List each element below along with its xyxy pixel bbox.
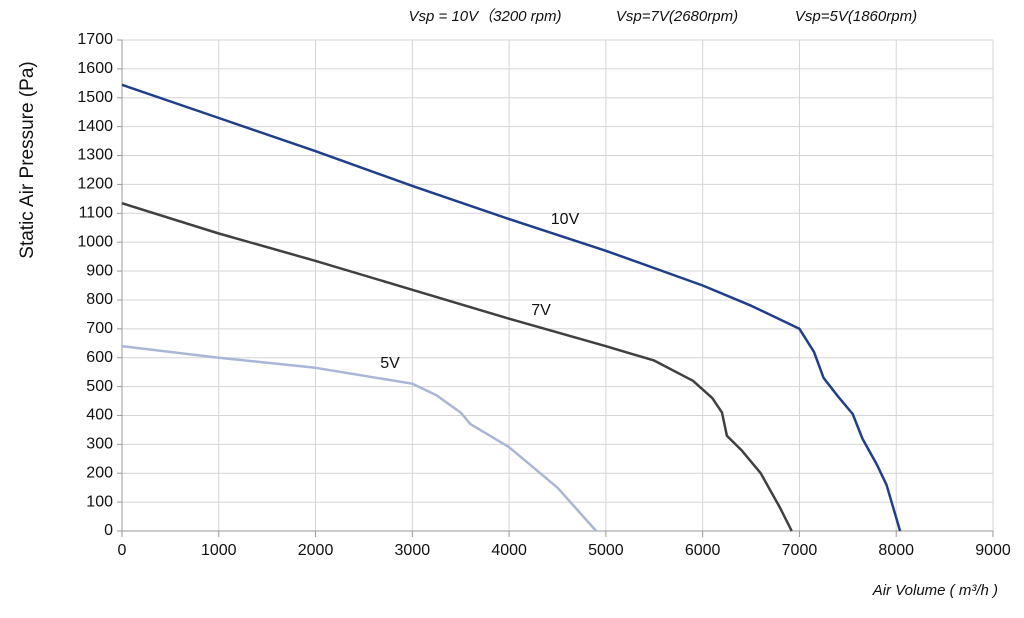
x-tick-label: 4000 (491, 542, 527, 559)
y-tick-label: 800 (86, 291, 113, 308)
series-line (121, 344, 598, 532)
series-line (121, 83, 902, 532)
series-label: 10V (551, 211, 580, 228)
y-tick-label: 1200 (77, 176, 113, 193)
y-tick-label: 600 (86, 349, 113, 366)
x-tick-label: 6000 (685, 542, 721, 559)
y-tick-label: 1500 (77, 89, 113, 106)
y-tick-label: 700 (86, 320, 113, 337)
y-tick-label: 1700 (77, 31, 113, 48)
y-tick-label: 1000 (77, 233, 113, 250)
y-tick-label: 1400 (77, 118, 113, 135)
y-axis-title: Static Air Pressure (Pa) (17, 61, 38, 258)
y-tick-label: 300 (86, 436, 113, 453)
x-tick-label: 8000 (878, 542, 914, 559)
x-tick-label: 7000 (782, 542, 818, 559)
x-tick-label: 2000 (298, 542, 334, 559)
x-tick-label: 5000 (588, 542, 624, 559)
y-tick-label: 0 (104, 522, 113, 539)
series-line (121, 202, 793, 532)
y-tick-label: 900 (86, 262, 113, 279)
y-tick-label: 1300 (77, 147, 113, 164)
series-label: 7V (531, 302, 551, 319)
subtitle: Vsp=5V(1860rpm) (795, 8, 917, 25)
subtitle: Vsp=7V(2680rpm) (616, 8, 738, 25)
y-tick-label: 200 (86, 464, 113, 481)
x-tick-label: 9000 (975, 542, 1011, 559)
x-axis-title: Air Volume ( m³/h ) (872, 582, 998, 599)
y-tick-label: 400 (86, 407, 113, 424)
y-tick-label: 1600 (77, 60, 113, 77)
y-tick-label: 500 (86, 378, 113, 395)
x-tick-label: 3000 (395, 542, 431, 559)
x-tick-label: 0 (118, 542, 127, 559)
y-tick-label: 1100 (79, 205, 114, 222)
y-tick-label: 100 (86, 493, 113, 510)
subtitle: Vsp = 10V（3200 rpm) (409, 8, 562, 25)
x-tick-label: 1000 (201, 542, 237, 559)
series-label: 5V (380, 355, 400, 372)
